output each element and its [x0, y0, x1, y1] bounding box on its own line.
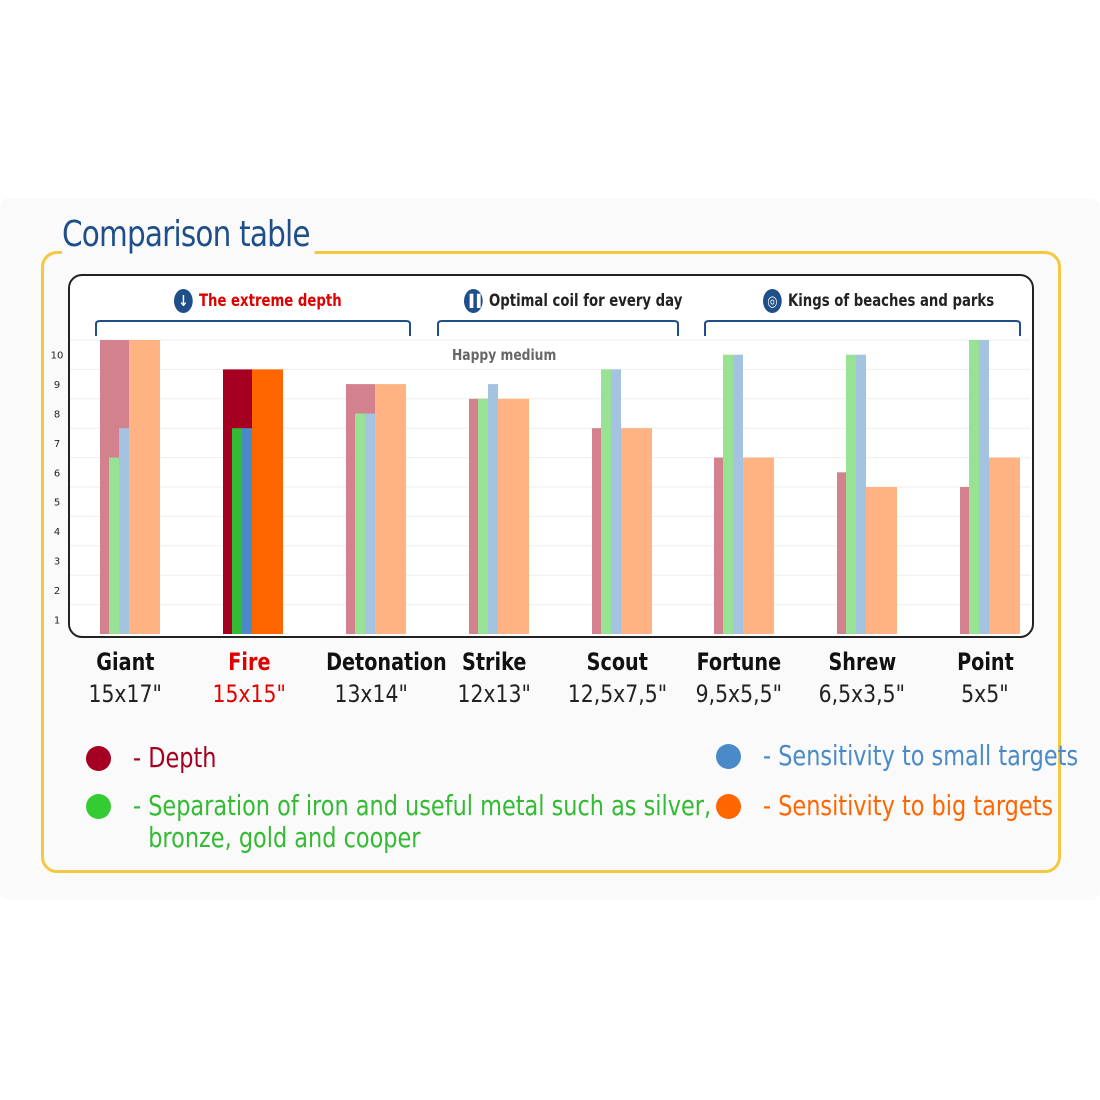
target-icon: ◎ [763, 289, 782, 313]
bar-detonation-2 [365, 413, 375, 634]
legend-big-targets: - Sensitivity to big targets [716, 790, 1100, 822]
bar-strike-1 [478, 398, 488, 634]
bar-giant-3 [129, 340, 160, 634]
bar-strike-2 [488, 384, 498, 634]
bar-shrew-3 [866, 487, 897, 634]
bar-point-2 [979, 340, 989, 634]
bar-scout-1 [601, 369, 611, 634]
bar-fire-1 [232, 428, 242, 634]
coil-name: Fire [227, 648, 271, 676]
bar-detonation-3 [375, 384, 406, 634]
coil-size: 12x13" [457, 680, 531, 708]
coil-size: 13x14" [334, 680, 408, 708]
coil-label-fire: Fire 15x15" [189, 648, 309, 708]
outer-frame [41, 251, 1061, 873]
coil-name: Fortune [696, 648, 782, 676]
bar-fortune-3 [743, 457, 774, 634]
coil-label-point: Point 5x5" [925, 648, 1045, 708]
bar-shrew-1 [846, 354, 856, 634]
coil-name: Strike [461, 648, 527, 676]
coil-name: Point [956, 648, 1014, 676]
legend-label: - Separation of iron and useful metal su… [133, 789, 712, 854]
group-bracket [437, 320, 679, 336]
bar-shrew-2 [856, 354, 866, 634]
legend-label: - Sensitivity to small targets [763, 739, 1079, 772]
group-header-extreme-depth: ↓ The extreme depth [174, 289, 342, 313]
coil-name: Giant [95, 648, 155, 676]
group-bracket [95, 320, 411, 336]
coil-label-fortune: Fortune 9,5x5,5" [679, 648, 799, 708]
bar-giant-1 [109, 457, 119, 634]
coil-size: 9,5x5,5" [695, 680, 783, 708]
coil-size: 12,5x7,5" [567, 680, 667, 708]
page-title: Comparison table [62, 214, 315, 255]
legend-dot [86, 794, 111, 819]
legend-small-targets: - Sensitivity to small targets [716, 740, 1100, 772]
coil-name: Shrew [828, 648, 896, 676]
bar-scout-3 [621, 428, 652, 634]
bar-point-3 [989, 457, 1020, 634]
coil-size: 5x5" [961, 680, 1009, 708]
coil-name: Detonation [326, 648, 447, 676]
y-tick-label: 3 [54, 557, 60, 568]
y-tick-label: 5 [54, 498, 60, 509]
y-tick-label: 2 [54, 586, 60, 597]
bar-detonation-1 [355, 413, 365, 634]
bar-scout-2 [611, 369, 621, 634]
coil-label-shrew: Shrew 6,5x3,5" [802, 648, 922, 708]
y-tick-label: 8 [54, 410, 60, 421]
group-header-optimal: ▐▐ Optimal coil for every day [464, 289, 682, 313]
coil-label-scout: Scout 12,5x7,5" [557, 648, 677, 708]
legend-dot [716, 794, 741, 819]
arrow-down-icon: ↓ [174, 289, 193, 313]
y-tick-label: 7 [54, 439, 60, 450]
coil-label-giant: Giant 15x17" [65, 648, 185, 708]
legend-dot [716, 744, 741, 769]
legend-label: - Depth [133, 741, 217, 774]
happy-medium-annotation: Happy medium [452, 346, 557, 364]
y-tick-label: 4 [54, 527, 60, 538]
bar-giant-2 [119, 428, 129, 634]
bar-fire-2 [242, 428, 252, 634]
group-bracket [704, 320, 1021, 336]
legend-separation: - Separation of iron and useful metal su… [86, 790, 856, 854]
bar-point-1 [969, 340, 979, 634]
coil-label-strike: Strike 12x13" [434, 648, 554, 708]
legend-dot [86, 746, 111, 771]
bar-fortune-1 [723, 354, 733, 634]
y-tick-label: 9 [54, 380, 60, 391]
y-tick-label: 10 [51, 351, 64, 362]
y-tick-label: 1 [54, 615, 60, 626]
bar-fire-3 [252, 369, 283, 634]
coil-name: Scout [586, 648, 648, 676]
coil-size: 15x15" [212, 680, 286, 708]
y-tick-label: 6 [54, 468, 60, 479]
coil-label-detonation: Detonation 13x14" [311, 648, 447, 708]
bar-fortune-2 [733, 354, 743, 634]
legend-depth: - Depth [86, 742, 237, 774]
bar-chart-icon: ▐▐ [464, 289, 483, 313]
group-header-kings: ◎ Kings of beaches and parks [763, 289, 994, 313]
coil-size: 15x17" [88, 680, 162, 708]
legend-label: - Sensitivity to big targets [763, 789, 1054, 822]
bar-strike-3 [498, 398, 529, 634]
coil-size: 6,5x3,5" [818, 680, 906, 708]
